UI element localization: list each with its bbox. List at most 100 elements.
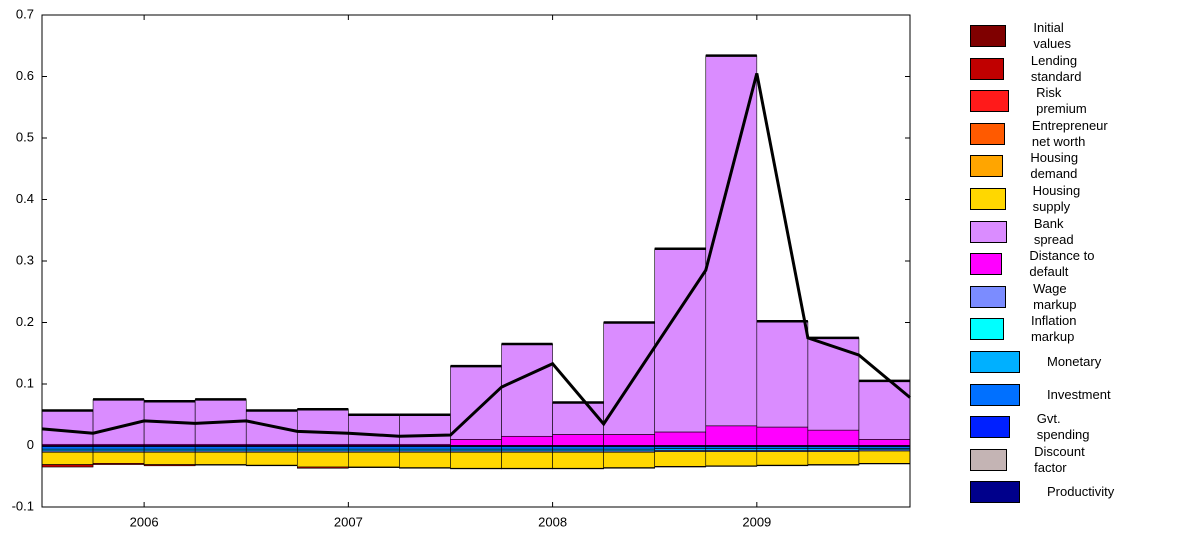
legend-item: Investment — [970, 383, 1111, 407]
bar-segment — [603, 434, 656, 446]
legend-swatch — [970, 155, 1004, 178]
legend-swatch — [970, 220, 1007, 243]
bar-segment — [552, 402, 604, 435]
bar-segment — [807, 464, 860, 466]
bar-segment — [654, 248, 707, 433]
bar-segment — [807, 429, 860, 446]
bar-segment — [552, 434, 604, 446]
legend-swatch — [970, 253, 1003, 276]
bar-segment — [603, 322, 656, 435]
bar-segment — [552, 451, 604, 469]
bar-segment — [41, 464, 94, 468]
bar-segment — [501, 467, 553, 470]
bar-segment — [807, 337, 860, 431]
bar-segment — [603, 446, 656, 450]
bar-segment — [143, 464, 196, 467]
x-tick-label: 2007 — [334, 514, 363, 529]
legend-item: Monetary — [970, 350, 1101, 374]
y-tick-label: 0.6 — [16, 68, 34, 83]
bar-segment — [705, 451, 758, 467]
plot-frame — [41, 14, 911, 508]
bar-segment — [654, 466, 707, 468]
legend-swatch — [970, 383, 1020, 406]
legend-item: Gvt. spending — [970, 411, 1100, 442]
bar-segment — [296, 446, 349, 450]
legend-swatch — [970, 481, 1020, 504]
legend-label: Housing demand — [1030, 150, 1079, 182]
legend-item: Initial values — [970, 20, 1085, 51]
legend-label: Monetary — [1047, 354, 1102, 369]
bar-segment — [348, 446, 400, 450]
bar-segment — [450, 446, 502, 450]
legend-swatch — [970, 57, 1004, 80]
y-tick-label: -0.1 — [12, 498, 34, 513]
legend-label: Bank spread — [1033, 215, 1074, 247]
legend-swatch — [970, 448, 1008, 471]
legend-item: Housing demand — [970, 150, 1095, 181]
bar-segment — [501, 446, 553, 450]
bar-segment — [143, 451, 196, 465]
bar-segment — [654, 431, 707, 446]
bar-segment — [296, 466, 349, 469]
legend-item: Entrepreneur net worth — [970, 118, 1123, 149]
bar-segment — [245, 446, 298, 450]
bar-segment — [756, 426, 809, 446]
bar-segment — [92, 446, 145, 450]
bar-segment — [858, 439, 911, 446]
bar-segment — [92, 463, 145, 465]
bar-segment — [399, 414, 451, 445]
bar-segment — [705, 425, 758, 446]
legend-swatch — [970, 90, 1010, 113]
bar-segment — [296, 408, 349, 445]
bar-segment — [348, 466, 400, 468]
legend-item: Inflation markup — [970, 313, 1093, 344]
legend-label: Distance to default — [1029, 248, 1095, 280]
bar-segment — [348, 414, 400, 445]
bar-segment — [858, 450, 911, 464]
bar-segment — [552, 467, 604, 470]
legend-swatch — [970, 416, 1010, 439]
bar-segment — [603, 451, 656, 468]
bar-segment — [194, 446, 247, 450]
bar-segment — [705, 465, 758, 467]
legend-label: Entrepreneur net worth — [1031, 117, 1108, 149]
legend-swatch — [970, 285, 1007, 308]
bar-segment — [450, 451, 502, 469]
y-tick-label: 0.4 — [16, 191, 34, 206]
legend-label: Initial values — [1033, 20, 1071, 51]
legend-label: Discount factor — [1034, 443, 1085, 475]
bar-segment — [41, 410, 94, 445]
bar-segment — [399, 446, 451, 450]
legend-item: Housing supply — [970, 183, 1095, 214]
legend-label: Risk premium — [1036, 85, 1087, 117]
y-tick-label: 0 — [27, 437, 34, 452]
bar-segment — [756, 320, 809, 428]
line — [41, 73, 911, 438]
bar-segment — [450, 467, 502, 470]
bar-segment — [756, 464, 809, 467]
bar-segment — [399, 467, 451, 469]
bar-segment — [399, 451, 451, 468]
x-tick-label: 2006 — [130, 514, 159, 529]
bar-segment — [807, 451, 860, 465]
y-tick-label: 0.1 — [16, 375, 34, 390]
legend-label: Gvt. spending — [1036, 411, 1090, 443]
bar-segment — [756, 451, 809, 466]
bar-segment — [194, 451, 247, 465]
legend-item: Lending standard — [970, 53, 1098, 84]
legend-label: Productivity — [1047, 484, 1115, 500]
bar-segment — [245, 451, 298, 466]
bar-segment — [296, 451, 349, 468]
legend-label: Lending standard — [1030, 52, 1082, 84]
bar-segment — [501, 343, 553, 437]
bar-segment — [501, 435, 553, 446]
legend-label: Wage markup — [1033, 280, 1077, 312]
x-tick-label: 2008 — [538, 514, 567, 529]
bar-segment — [654, 451, 707, 467]
legend-item: Bank spread — [970, 216, 1087, 247]
legend-label: Inflation markup — [1030, 313, 1077, 345]
legend-item: Wage markup — [970, 281, 1090, 312]
legend-item: Discount factor — [970, 444, 1098, 475]
chart: -0.1 0 0.1 0.2 0.3 0.4 0.5 0.6 0.7 2006 2007 2008 20… — [12, 6, 911, 529]
